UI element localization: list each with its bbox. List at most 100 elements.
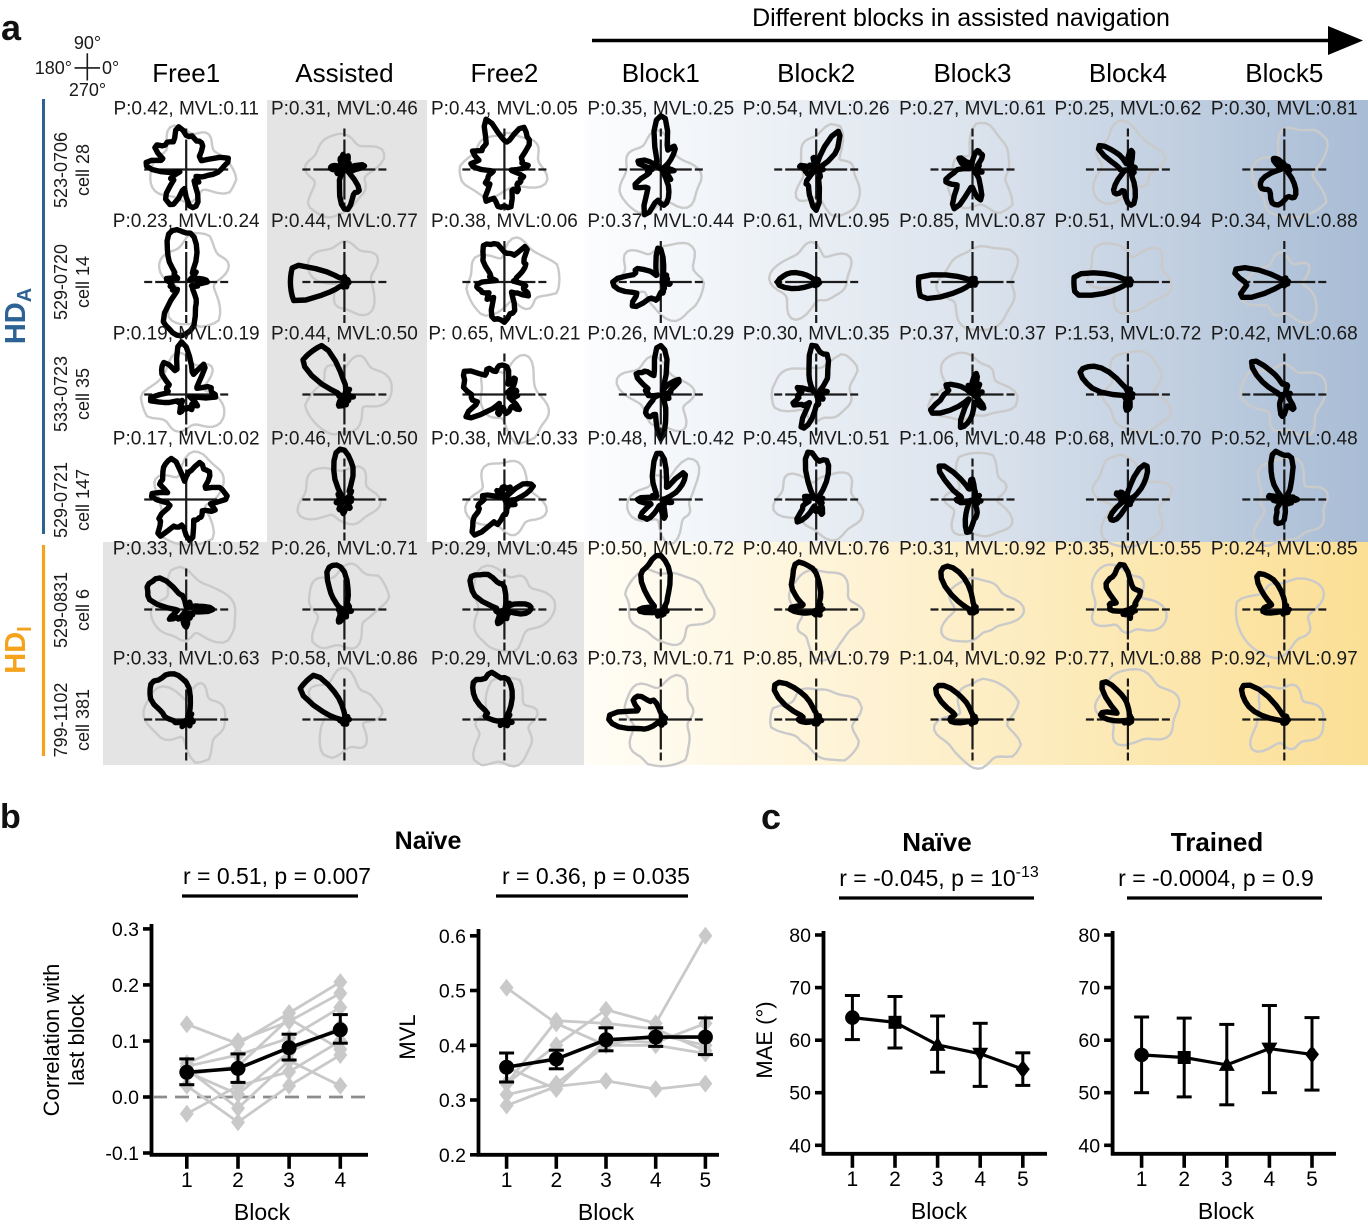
svg-text:0.5: 0.5 [439, 981, 466, 1003]
svg-text:60: 60 [1078, 1030, 1100, 1052]
svg-text:0.2: 0.2 [112, 975, 139, 997]
svg-text:P:0.24, MVL:0.85: P:0.24, MVL:0.85 [1211, 539, 1358, 560]
svg-text:P:0.26, MVL:0.29: P:0.26, MVL:0.29 [587, 324, 734, 345]
svg-text:P:0.54, MVL:0.26: P:0.54, MVL:0.26 [743, 99, 890, 120]
svg-text:P:0.29, MVL:0.45: P:0.29, MVL:0.45 [431, 539, 578, 560]
svg-text:529-0720: 529-0720 [51, 244, 71, 320]
svg-text:Block: Block [1198, 1198, 1255, 1224]
svg-text:533-0723: 533-0723 [51, 356, 71, 432]
svg-text:P:0.29, MVL:0.63: P:0.29, MVL:0.63 [431, 649, 578, 670]
svg-text:3: 3 [283, 1169, 295, 1192]
svg-text:P:0.23, MVL:0.24: P:0.23, MVL:0.24 [113, 211, 260, 232]
svg-text:cell 381: cell 381 [73, 689, 93, 751]
svg-text:P:1.06, MVL:0.48: P:1.06, MVL:0.48 [899, 429, 1046, 450]
svg-text:799-1102: 799-1102 [51, 683, 71, 758]
svg-text:P:0.37, MVL:0.44: P:0.37, MVL:0.44 [587, 211, 734, 232]
svg-text:P:0.68, MVL:0.70: P:0.68, MVL:0.70 [1054, 429, 1201, 450]
svg-text:P:0.31, MVL:0.92: P:0.31, MVL:0.92 [899, 539, 1046, 560]
svg-text:P:0.48, MVL:0.42: P:0.48, MVL:0.42 [587, 429, 734, 450]
svg-text:cell 14: cell 14 [73, 256, 93, 308]
svg-text:P:0.46, MVL:0.50: P:0.46, MVL:0.50 [271, 429, 418, 450]
svg-text:0.6: 0.6 [439, 926, 466, 948]
svg-text:r = -0.0004, p = 0.9: r = -0.0004, p = 0.9 [1118, 865, 1314, 891]
svg-text:P:0.44, MVL:0.50: P:0.44, MVL:0.50 [271, 324, 418, 345]
svg-text:3: 3 [1221, 1168, 1233, 1191]
svg-text:0.1: 0.1 [112, 1031, 139, 1053]
svg-text:270°: 270° [69, 80, 106, 100]
svg-text:3: 3 [932, 1168, 944, 1191]
svg-text:Trained: Trained [1171, 827, 1263, 857]
svg-text:0.3: 0.3 [112, 919, 139, 941]
svg-text:P:0.40, MVL:0.76: P:0.40, MVL:0.76 [743, 539, 890, 560]
svg-text:P:0.27, MVL:0.61: P:0.27, MVL:0.61 [899, 99, 1046, 120]
svg-text:50: 50 [1078, 1083, 1100, 1105]
svg-text:4: 4 [974, 1168, 986, 1191]
svg-text:180°: 180° [35, 58, 72, 78]
svg-text:cell 35: cell 35 [73, 368, 93, 420]
svg-text:P:0.31, MVL:0.46: P:0.31, MVL:0.46 [271, 99, 418, 120]
svg-text:P:0.92, MVL:0.97: P:0.92, MVL:0.97 [1211, 649, 1358, 670]
svg-text:60: 60 [789, 1030, 811, 1052]
svg-text:1: 1 [1136, 1168, 1148, 1191]
svg-text:P:0.35, MVL:0.55: P:0.35, MVL:0.55 [1054, 539, 1201, 560]
svg-text:80: 80 [1078, 925, 1100, 947]
svg-text:P:0.30, MVL:0.81: P:0.30, MVL:0.81 [1211, 99, 1358, 120]
svg-text:P:0.61, MVL:0.95: P:0.61, MVL:0.95 [743, 211, 890, 232]
svg-text:P:0.85, MVL:0.87: P:0.85, MVL:0.87 [899, 211, 1046, 232]
svg-text:P:0.38, MVL:0.33: P:0.38, MVL:0.33 [431, 429, 578, 450]
svg-text:P:1.53, MVL:0.72: P:1.53, MVL:0.72 [1054, 324, 1201, 345]
svg-text:P:0.77, MVL:0.88: P:0.77, MVL:0.88 [1054, 649, 1201, 670]
svg-text:P: 0.65, MVL:0.21: P: 0.65, MVL:0.21 [428, 324, 580, 345]
svg-text:P:0.44, MVL:0.77: P:0.44, MVL:0.77 [271, 211, 418, 232]
svg-text:Block3: Block3 [933, 58, 1011, 88]
svg-text:cell 147: cell 147 [73, 469, 93, 531]
svg-text:P:0.19, MVL:0.19: P:0.19, MVL:0.19 [113, 324, 260, 345]
svg-text:529-0831: 529-0831 [51, 572, 71, 648]
svg-text:Block1: Block1 [622, 58, 700, 88]
svg-text:Different blocks in assisted n: Different blocks in assisted navigation [752, 4, 1170, 32]
svg-text:40: 40 [789, 1135, 811, 1157]
svg-text:P:0.45, MVL:0.51: P:0.45, MVL:0.51 [743, 429, 890, 450]
svg-text:P:0.35, MVL:0.25: P:0.35, MVL:0.25 [587, 99, 734, 120]
svg-text:0°: 0° [102, 58, 119, 78]
svg-text:2: 2 [550, 1169, 562, 1192]
svg-text:1: 1 [181, 1169, 193, 1192]
svg-text:5: 5 [1306, 1168, 1318, 1191]
svg-text:529-0721: 529-0721 [51, 462, 71, 538]
svg-text:P:0.42, MVL:0.68: P:0.42, MVL:0.68 [1211, 324, 1358, 345]
svg-text:2: 2 [889, 1168, 901, 1191]
svg-text:0.0: 0.0 [112, 1087, 139, 1109]
svg-text:Block2: Block2 [777, 58, 855, 88]
svg-text:P:0.37, MVL:0.37: P:0.37, MVL:0.37 [899, 324, 1046, 345]
svg-text:0.4: 0.4 [439, 1035, 466, 1057]
svg-text:P:0.38, MVL:0.06: P:0.38, MVL:0.06 [431, 211, 578, 232]
svg-text:1: 1 [501, 1169, 513, 1192]
svg-text:0.3: 0.3 [439, 1090, 466, 1112]
svg-text:last block: last block [64, 993, 89, 1086]
svg-text:P:0.25, MVL:0.62: P:0.25, MVL:0.62 [1054, 99, 1201, 120]
svg-text:r = 0.51, p = 0.007: r = 0.51, p = 0.007 [183, 863, 371, 889]
svg-text:P:1.04, MVL:0.92: P:1.04, MVL:0.92 [899, 649, 1046, 670]
svg-text:r = -0.045, p = 10-13: r = -0.045, p = 10-13 [839, 864, 1039, 891]
svg-text:Naïve: Naïve [902, 827, 971, 857]
svg-text:cell 28: cell 28 [73, 144, 93, 196]
svg-text:523-0706: 523-0706 [51, 132, 71, 208]
svg-text:70: 70 [1078, 978, 1100, 1000]
svg-text:Assisted: Assisted [295, 58, 393, 88]
svg-text:0.2: 0.2 [439, 1145, 466, 1167]
svg-text:4: 4 [1264, 1168, 1276, 1191]
svg-text:P:0.42, MVL:0.11: P:0.42, MVL:0.11 [113, 99, 258, 120]
svg-text:3: 3 [600, 1169, 612, 1192]
svg-text:Block5: Block5 [1245, 58, 1323, 88]
svg-text:P:0.43, MVL:0.05: P:0.43, MVL:0.05 [431, 99, 578, 120]
svg-text:cell 6: cell 6 [73, 589, 93, 631]
svg-text:40: 40 [1078, 1135, 1100, 1157]
svg-text:Block: Block [911, 1198, 968, 1224]
svg-text:70: 70 [789, 978, 811, 1000]
svg-text:a: a [1, 7, 22, 48]
svg-text:2: 2 [232, 1169, 244, 1192]
svg-text:c: c [761, 796, 781, 837]
svg-text:Correlation with: Correlation with [39, 964, 64, 1117]
svg-text:Block: Block [234, 1199, 291, 1225]
svg-text:P:0.52, MVL:0.48: P:0.52, MVL:0.48 [1211, 429, 1358, 450]
